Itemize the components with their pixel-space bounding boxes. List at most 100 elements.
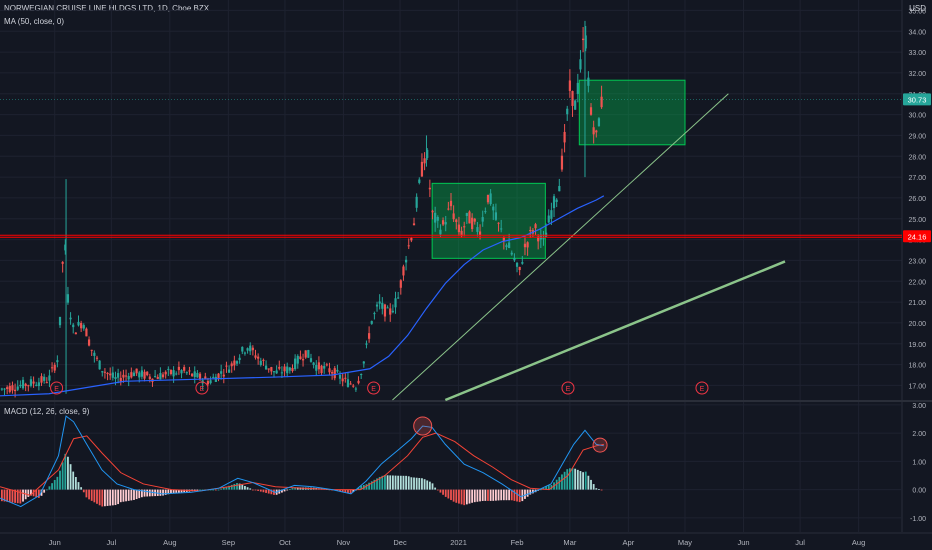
macd-histogram-bar — [378, 476, 381, 490]
candle-body — [259, 360, 262, 366]
candle-body — [159, 373, 162, 380]
candle-body — [109, 373, 112, 376]
macd-histogram-bar — [183, 489, 186, 493]
candle-body — [571, 90, 574, 106]
candle-body — [87, 339, 91, 346]
macd-histogram-bar — [386, 475, 389, 490]
macd-histogram-bar — [571, 468, 574, 490]
candle-body — [542, 238, 545, 240]
macd-histogram-bar — [365, 484, 368, 490]
candle-body — [455, 219, 458, 223]
candle-body — [80, 322, 83, 329]
time-tick-label: Jul — [107, 538, 117, 547]
macd-histogram-bar — [505, 489, 508, 501]
candle-body — [286, 366, 289, 374]
price-tick-label: 34.00 — [908, 29, 926, 36]
price-tick-label: 22.00 — [908, 279, 926, 286]
macd-histogram-bar — [151, 489, 154, 497]
support-badge — [903, 230, 931, 243]
ma-legend: MA (50, close, 0) — [4, 17, 65, 26]
macd-histogram-bar — [341, 489, 344, 492]
candle-body — [471, 217, 474, 230]
macd-histogram-bar — [40, 489, 43, 496]
macd-tick-label: -1.00 — [910, 516, 926, 523]
candle-body — [307, 349, 310, 358]
candle-body — [521, 262, 524, 264]
macd-histogram-bar — [225, 486, 228, 490]
macd-histogram-bar — [69, 464, 72, 490]
candle-body — [547, 215, 550, 223]
macd-histogram-bar — [30, 489, 32, 496]
candle-body — [566, 108, 569, 115]
macd-histogram-bar — [22, 489, 24, 502]
candle-body — [301, 359, 305, 361]
macd-histogram-bar — [568, 468, 571, 490]
candle-body — [296, 355, 299, 364]
candle-body — [331, 372, 334, 374]
macd-histogram-bar — [336, 489, 339, 491]
candle-body — [368, 333, 371, 339]
macd-crossover-highlight — [592, 437, 608, 453]
candle-body — [323, 365, 326, 369]
macd-histogram-bar — [270, 489, 273, 495]
macd-histogram-bar — [236, 483, 238, 490]
candle-body — [283, 366, 286, 372]
macd-histogram-bar — [162, 489, 164, 496]
macd-histogram-bar — [582, 472, 584, 490]
candle-body — [209, 380, 212, 384]
candle-body — [220, 371, 223, 374]
macd-histogram-bar — [59, 470, 61, 490]
macd-histogram-bar — [495, 489, 497, 501]
macd-histogram-bar — [516, 489, 518, 502]
earnings-marker-label: E — [200, 386, 205, 393]
candle-body — [183, 367, 186, 371]
candle-body — [394, 298, 397, 308]
macd-pane — [0, 415, 608, 508]
candle-body — [106, 372, 109, 375]
price-tick-label: 20.00 — [908, 321, 926, 328]
price-tick-label: 18.00 — [908, 363, 926, 370]
candle-body — [550, 210, 553, 219]
macd-histogram-bar — [405, 475, 407, 490]
axes: 17.0018.0019.0020.0021.0022.0023.0024.00… — [49, 8, 931, 547]
macd-histogram-bar — [101, 489, 104, 507]
candle-body — [278, 366, 281, 369]
candle-body — [148, 376, 151, 380]
macd-histogram-bar — [80, 487, 83, 490]
macd-histogram-bar — [96, 489, 98, 504]
macd-histogram-bar — [141, 489, 143, 498]
macd-histogram-bar — [452, 489, 455, 502]
macd-histogram-bar — [384, 475, 386, 490]
macd-histogram-bar — [460, 489, 463, 505]
macd-histogram-bar — [45, 489, 48, 491]
candle-body — [360, 374, 363, 376]
candle-body — [595, 130, 598, 133]
macd-histogram-bar — [249, 488, 252, 490]
candle-body — [500, 228, 503, 230]
candle-body — [545, 232, 548, 237]
candle-body — [568, 80, 571, 91]
candle-body — [344, 377, 347, 379]
candle-body — [423, 158, 426, 164]
macd-histogram-bar — [262, 489, 265, 493]
ma50-line — [0, 195, 605, 397]
candle-body — [420, 161, 424, 177]
candle-body — [452, 213, 455, 220]
candle-body — [101, 371, 104, 373]
candle-body — [272, 371, 276, 373]
macd-histogram-bar — [471, 489, 474, 503]
macd-histogram-bar — [360, 485, 363, 490]
macd-histogram-bar — [399, 475, 402, 490]
candle-body — [161, 374, 165, 378]
candle-body — [13, 389, 17, 392]
macd-histogram-bar — [574, 468, 577, 490]
macd-histogram-bar — [547, 485, 550, 490]
earnings-marker — [195, 381, 209, 395]
currency-label: USD — [909, 4, 926, 13]
macd-histogram-bar — [43, 489, 46, 493]
macd-histogram-bar — [119, 489, 122, 503]
candle-body — [309, 358, 313, 362]
candle-body — [35, 384, 38, 386]
candle-body — [135, 368, 138, 374]
